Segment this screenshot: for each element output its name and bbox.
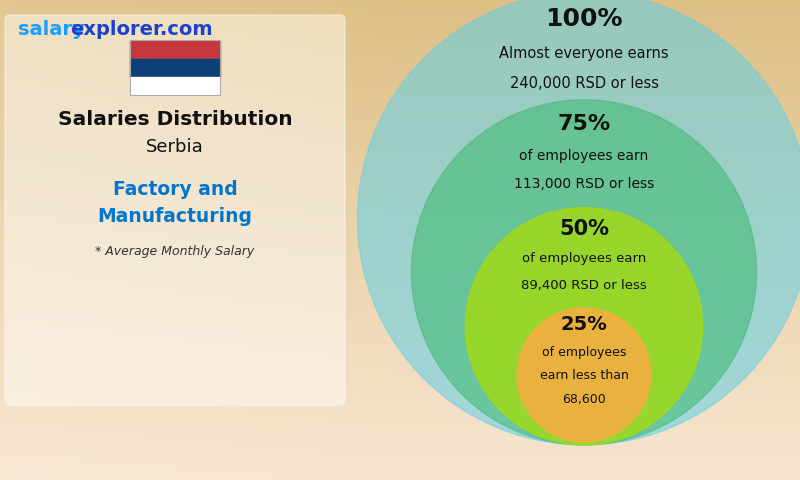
Bar — [130, 41, 220, 59]
Text: Factory and
Manufacturing: Factory and Manufacturing — [98, 180, 253, 226]
Text: Serbia: Serbia — [146, 138, 204, 156]
Text: salary: salary — [18, 20, 85, 39]
Text: earn less than: earn less than — [539, 370, 629, 383]
Text: 240,000 RSD or less: 240,000 RSD or less — [510, 76, 658, 91]
Circle shape — [411, 100, 757, 445]
Text: * Average Monthly Salary: * Average Monthly Salary — [95, 245, 254, 258]
Text: Almost everyone earns: Almost everyone earns — [499, 46, 669, 61]
Text: 113,000 RSD or less: 113,000 RSD or less — [514, 177, 654, 191]
Text: of employees earn: of employees earn — [519, 149, 649, 163]
Text: of employees earn: of employees earn — [522, 252, 646, 265]
Text: 25%: 25% — [561, 314, 607, 334]
Text: Salaries Distribution: Salaries Distribution — [58, 110, 292, 129]
Text: 75%: 75% — [558, 114, 610, 133]
Circle shape — [517, 308, 651, 442]
Bar — [130, 40, 220, 95]
Circle shape — [466, 208, 702, 445]
Circle shape — [358, 0, 800, 445]
Text: 100%: 100% — [546, 7, 622, 31]
Text: 89,400 RSD or less: 89,400 RSD or less — [521, 279, 647, 292]
Text: 50%: 50% — [559, 219, 609, 239]
Text: explorer.com: explorer.com — [70, 20, 213, 39]
Bar — [130, 77, 220, 95]
FancyBboxPatch shape — [5, 15, 345, 405]
Text: 68,600: 68,600 — [562, 393, 606, 406]
Bar — [130, 59, 220, 77]
Text: of employees: of employees — [542, 346, 626, 359]
